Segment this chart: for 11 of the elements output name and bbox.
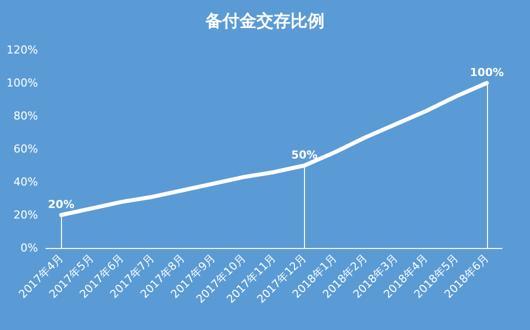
data-label: 20% (48, 198, 74, 211)
y-tick-label: 0% (20, 242, 38, 254)
data-label: 100% (470, 66, 504, 79)
y-tick-label: 40% (14, 176, 38, 188)
data-label: 50% (291, 148, 318, 162)
y-tick-label: 80% (14, 110, 38, 122)
y-tick-label: 120% (6, 44, 38, 56)
y-tick-label: 20% (14, 208, 38, 222)
y-tick-label: 60% (14, 142, 38, 156)
y-tick-label: 100% (6, 76, 38, 90)
chart-title: 备付金交存比例 (204, 12, 324, 32)
